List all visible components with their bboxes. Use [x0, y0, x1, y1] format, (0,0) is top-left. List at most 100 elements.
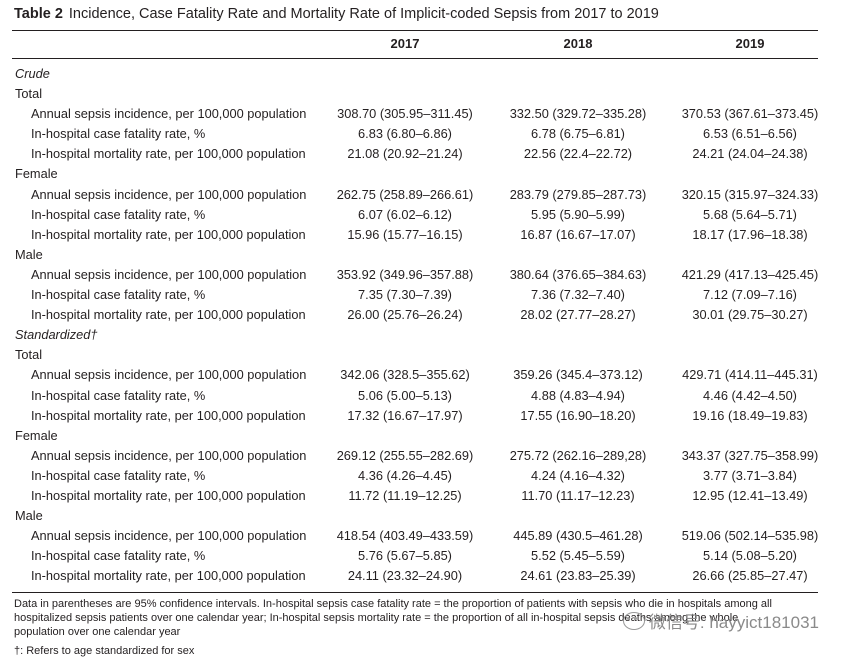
- watermark: 微信号: hayyict181031: [622, 608, 819, 633]
- table-title: Incidence, Case Fatality Rate and Mortal…: [68, 6, 659, 22]
- table-body: Crude Total Annual sepsis incidence, per 1…: [0, 64, 847, 586]
- cell-2019: 519.06 (502.14–535.98): [681, 528, 819, 544]
- row-label: In-hospital mortality rate, per 100,000 …: [31, 146, 306, 162]
- cell-2019: 370.53 (367.61–373.45): [681, 106, 819, 122]
- cell-2017: 24.11 (23.32–24.90): [347, 568, 463, 584]
- row-label: Female: [15, 166, 58, 182]
- cell-2017: 11.72 (11.19–12.25): [348, 487, 462, 503]
- row-label: In-hospital mortality rate, per 100,000 …: [31, 307, 306, 323]
- table-row: In-hospital mortality rate, per 100,000 …: [0, 305, 847, 325]
- cell-2018: 283.79 (279.85–287.73): [509, 186, 647, 202]
- cell-2017: 6.07 (6.02–6.12): [358, 206, 452, 222]
- cell-2018: 4.88 (4.83–4.94): [531, 387, 625, 403]
- row-label: In-hospital case fatality rate, %: [31, 548, 206, 564]
- footnote-dagger: †: Refers to age standardized for sex: [14, 645, 195, 657]
- row-label: In-hospital case fatality rate, %: [31, 287, 206, 303]
- cell-2017: 269.12 (255.55–282.69): [336, 447, 474, 463]
- cell-2017: 353.92 (349.96–357.88): [336, 266, 474, 282]
- footnote: Data in parentheses are 95% confidence i…: [14, 598, 772, 638]
- cell-2019: 429.71 (414.11–445.31): [682, 367, 818, 383]
- row-label: In-hospital mortality rate, per 100,000 …: [31, 407, 306, 423]
- group-heading: Total: [0, 84, 847, 104]
- table-row: In-hospital mortality rate, per 100,000 …: [0, 406, 847, 426]
- cell-2018: 11.70 (11.17–12.23): [521, 487, 635, 503]
- column-header-2017: 2017: [390, 36, 420, 51]
- row-label: Crude: [15, 66, 50, 81]
- cell-2017: 5.76 (5.67–5.85): [358, 548, 452, 564]
- cell-2018: 16.87 (16.67–17.07): [520, 226, 636, 242]
- group-heading: Male: [0, 506, 847, 526]
- table-row: In-hospital mortality rate, per 100,000 …: [0, 566, 847, 586]
- cell-2019: 4.46 (4.42–4.50): [703, 387, 797, 403]
- table-row: Annual sepsis incidence, per 100,000 pop…: [0, 526, 847, 546]
- cell-2017: 15.96 (15.77–16.15): [347, 226, 463, 242]
- section-heading: Crude: [0, 64, 847, 84]
- table-row: In-hospital mortality rate, per 100,000 …: [0, 486, 847, 506]
- cell-2017: 342.06 (328.5–355.62): [340, 367, 470, 383]
- row-label: Annual sepsis incidence, per 100,000 pop…: [31, 367, 307, 383]
- cell-2017: 308.70 (305.95–311.45): [337, 106, 473, 122]
- row-label: Total: [15, 86, 43, 102]
- cell-2019: 24.21 (24.04–24.38): [692, 146, 808, 162]
- table-row: Annual sepsis incidence, per 100,000 pop…: [0, 365, 847, 385]
- cell-2017: 4.36 (4.26–4.45): [358, 467, 452, 483]
- table-row: Annual sepsis incidence, per 100,000 pop…: [0, 265, 847, 285]
- cell-2018: 380.64 (376.65–384.63): [509, 266, 647, 282]
- header-rule: [12, 58, 818, 59]
- row-label: In-hospital case fatality rate, %: [31, 467, 206, 483]
- cell-2018: 445.89 (430.5–461.28): [513, 528, 643, 544]
- row-label: Male: [15, 246, 43, 262]
- row-label: Total: [15, 347, 43, 363]
- cell-2019: 18.17 (17.96–18.38): [692, 226, 808, 242]
- cell-2018: 275.72 (262.16–289,28): [509, 447, 647, 463]
- group-heading: Male: [0, 245, 847, 265]
- row-label: Female: [15, 427, 58, 443]
- table-row: In-hospital case fatality rate, % 6.07 (6…: [0, 205, 847, 225]
- cell-2018: 5.95 (5.90–5.99): [531, 206, 625, 222]
- cell-2019: 6.53 (6.51–6.56): [703, 126, 797, 142]
- cell-2018: 332.50 (329.72–335.28): [509, 106, 647, 122]
- cell-2019: 26.66 (25.85–27.47): [692, 568, 808, 584]
- cell-2019: 19.16 (18.49–19.83): [692, 407, 808, 423]
- row-label: In-hospital case fatality rate, %: [31, 126, 206, 142]
- cell-2018: 17.55 (16.90–18.20): [520, 407, 636, 423]
- column-header-2019: 2019: [735, 36, 765, 51]
- table-row: In-hospital case fatality rate, % 5.76 (5…: [0, 546, 847, 566]
- cell-2019: 320.15 (315.97–324.33): [681, 186, 819, 202]
- cell-2017: 418.54 (403.49–433.59): [336, 528, 474, 544]
- cell-2019: 421.29 (417.13–425.45): [681, 266, 819, 282]
- table-row: In-hospital case fatality rate, % 5.06 (5…: [0, 386, 847, 406]
- cell-2017: 5.06 (5.00–5.13): [358, 387, 452, 403]
- cell-2019: 30.01 (29.75–30.27): [692, 307, 808, 323]
- table-label: Table 2: [14, 6, 63, 22]
- bottom-rule: [12, 592, 818, 593]
- cell-2017: 7.35 (7.30–7.39): [358, 287, 452, 303]
- cell-2019: 343.37 (327.75–358.99): [681, 447, 819, 463]
- column-header-2018: 2018: [563, 36, 593, 51]
- section-heading: Standardized†: [0, 325, 847, 345]
- table-row: In-hospital mortality rate, per 100,000 …: [0, 225, 847, 245]
- group-heading: Total: [0, 345, 847, 365]
- row-label: Annual sepsis incidence, per 100,000 pop…: [31, 186, 307, 202]
- cell-2019: 3.77 (3.71–3.84): [703, 467, 797, 483]
- cell-2018: 5.52 (5.45–5.59): [531, 548, 625, 564]
- row-label: Annual sepsis incidence, per 100,000 pop…: [31, 447, 307, 463]
- group-heading: Female: [0, 164, 847, 184]
- row-label: In-hospital case fatality rate, %: [31, 387, 206, 403]
- cell-2017: 17.32 (16.67–17.97): [347, 407, 463, 423]
- table-row: Annual sepsis incidence, per 100,000 pop…: [0, 104, 847, 124]
- cell-2017: 6.83 (6.80–6.86): [358, 126, 452, 142]
- cell-2018: 24.61 (23.83–25.39): [520, 568, 636, 584]
- cell-2019: 7.12 (7.09–7.16): [703, 287, 797, 303]
- row-label: Male: [15, 508, 43, 524]
- cell-2018: 7.36 (7.32–7.40): [531, 287, 625, 303]
- table-caption: Table 2 Incidence, Case Fatality Rate and…: [14, 6, 659, 22]
- group-heading: Female: [0, 426, 847, 446]
- table-row: In-hospital case fatality rate, % 7.35 (7…: [0, 285, 847, 305]
- cell-2017: 26.00 (25.76–26.24): [347, 307, 463, 323]
- row-label: Annual sepsis incidence, per 100,000 pop…: [31, 528, 307, 544]
- top-rule: [12, 30, 818, 31]
- cell-2017: 21.08 (20.92–21.24): [347, 146, 463, 162]
- cell-2019: 5.68 (5.64–5.71): [703, 206, 797, 222]
- cell-2018: 22.56 (22.4–22.72): [523, 146, 633, 162]
